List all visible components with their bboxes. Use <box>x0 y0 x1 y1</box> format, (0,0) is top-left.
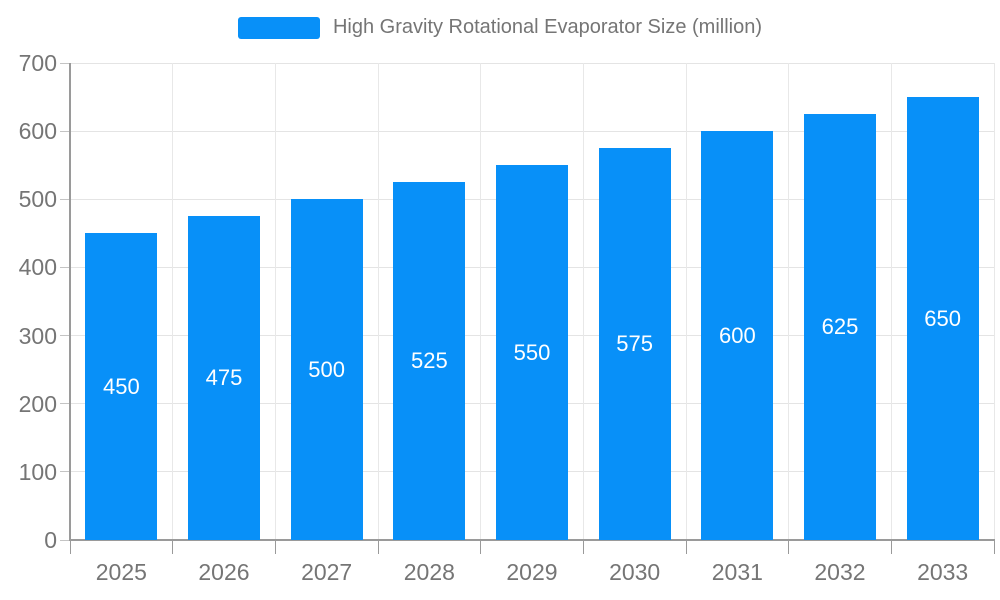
y-axis-tick <box>60 62 70 64</box>
x-axis-tick <box>582 540 584 554</box>
v-gridline <box>377 63 379 540</box>
legend-swatch <box>237 16 320 39</box>
x-axis-label-2027: 2027 <box>301 559 353 585</box>
y-axis-tick <box>60 198 70 200</box>
bar-value-label: 625 <box>821 314 859 340</box>
x-axis-tick <box>480 540 482 554</box>
y-axis-label: 0 <box>44 527 57 553</box>
y-axis-tick <box>60 266 70 268</box>
bar-value-label: 475 <box>205 365 243 391</box>
bar-2028[interactable] <box>393 182 466 540</box>
x-axis-tick <box>685 540 687 554</box>
x-axis-tick <box>274 540 276 554</box>
bar-value-label: 525 <box>410 348 448 374</box>
bar-2025[interactable] <box>85 233 158 540</box>
legend[interactable]: High Gravity Rotational Evaporator Size … <box>0 16 1000 39</box>
v-gridline <box>788 63 790 540</box>
bar-value-label: 650 <box>924 305 962 331</box>
y-axis-label: 600 <box>18 118 57 145</box>
x-axis-tick <box>172 540 174 554</box>
y-axis-label: 300 <box>18 322 57 349</box>
y-axis-label: 700 <box>18 50 57 76</box>
x-axis-line <box>69 539 995 541</box>
x-axis-label-2033: 2033 <box>917 559 969 585</box>
y-axis-label: 400 <box>18 254 57 281</box>
y-axis-tick <box>60 403 70 405</box>
y-axis-tick <box>60 130 70 132</box>
y-axis-label: 200 <box>18 390 57 417</box>
x-axis-label-2032: 2032 <box>814 559 866 585</box>
bar-2029[interactable] <box>496 165 568 540</box>
x-axis-tick <box>377 540 379 554</box>
bar-2026[interactable] <box>188 216 260 540</box>
v-gridline <box>582 63 584 540</box>
v-gridline <box>993 63 995 540</box>
x-axis-label-2029: 2029 <box>506 559 558 585</box>
y-axis-tick <box>60 539 70 541</box>
bar-2032[interactable] <box>804 114 876 540</box>
bar-2030[interactable] <box>598 148 671 540</box>
x-axis-label-2030: 2030 <box>609 559 661 585</box>
bar-value-label: 600 <box>718 322 756 348</box>
bar-value-label: 500 <box>308 356 346 382</box>
bar-2027[interactable] <box>290 199 363 540</box>
legend-label: High Gravity Rotational Evaporator Size … <box>332 16 763 38</box>
x-axis-tick <box>993 540 995 554</box>
bar-value-label: 575 <box>616 331 654 357</box>
h-gridline <box>70 130 994 132</box>
v-gridline <box>890 63 892 540</box>
bar-value-label: 450 <box>102 373 140 399</box>
bar-2033[interactable] <box>906 97 979 540</box>
x-axis-label-2025: 2025 <box>95 559 147 585</box>
bar-2031[interactable] <box>701 131 774 540</box>
v-gridline <box>480 63 482 540</box>
x-axis-label-2028: 2028 <box>403 559 455 585</box>
y-axis-tick <box>60 471 70 473</box>
x-axis-tick <box>890 540 892 554</box>
v-gridline <box>685 63 687 540</box>
x-axis-label-2026: 2026 <box>198 559 250 585</box>
y-axis-line <box>69 63 71 540</box>
y-axis-label: 500 <box>18 186 57 213</box>
bar-value-label: 550 <box>513 339 551 365</box>
x-axis-label-2031: 2031 <box>711 559 763 585</box>
y-axis-tick <box>60 335 70 337</box>
h-gridline <box>70 62 994 64</box>
x-axis-tick <box>788 540 790 554</box>
v-gridline <box>274 63 276 540</box>
x-axis-tick <box>69 540 71 554</box>
v-gridline <box>172 63 174 540</box>
y-axis-label: 100 <box>18 458 57 485</box>
